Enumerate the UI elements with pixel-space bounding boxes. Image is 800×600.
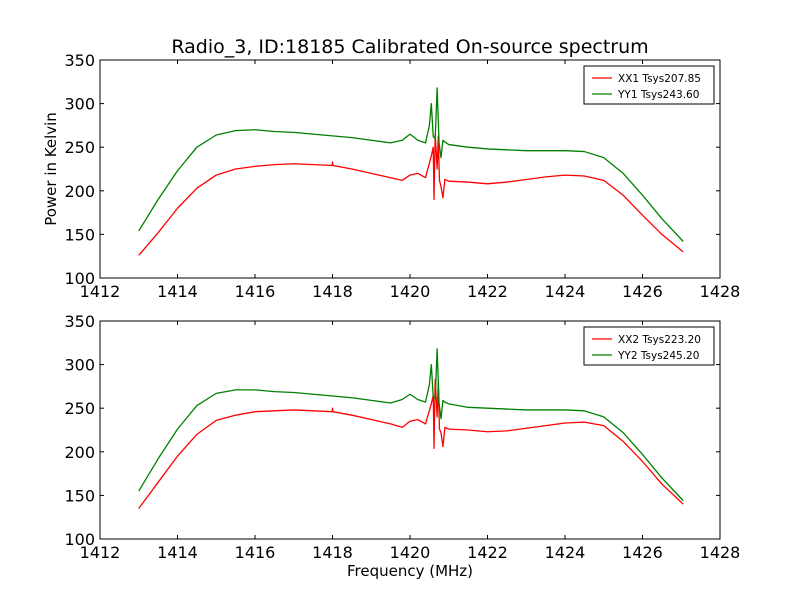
- x-tick-label: 1416: [235, 543, 276, 562]
- subplot-1: 1412 1414 1416 1418 1420 1422 1424 1426 1428 100 1…: [64, 51, 740, 301]
- y-tick-label: 150: [64, 225, 95, 244]
- y-tick-label: 100: [64, 530, 95, 549]
- x-tick-label: 1424: [545, 282, 586, 301]
- y-axis-label: Power in Kelvin: [42, 112, 60, 226]
- legend: XX2 Tsys223.20 YY2 Tsys245.20: [583, 326, 715, 366]
- x-tick-label: 1426: [622, 543, 663, 562]
- y-tick-label: 150: [64, 486, 95, 505]
- y-tick-label: 300: [64, 95, 95, 114]
- x-tick-label: 1418: [312, 543, 353, 562]
- x-tick-label: 1428: [700, 543, 741, 562]
- legend-label: YY2 Tsys245.20: [617, 350, 699, 362]
- x-tick-label: 1420: [390, 543, 431, 562]
- y-tick-label: 100: [64, 269, 95, 288]
- subplots: 1412 1414 1416 1418 1420 1422 1424 1426 14281001…: [64, 51, 740, 562]
- y-tick-label: 200: [64, 443, 95, 462]
- legend-label: YY1 Tsys243.60: [617, 89, 699, 101]
- y-tick-label: 250: [64, 138, 95, 157]
- legend-label: XX1 Tsys207.85: [618, 73, 701, 85]
- y-tick-label: 250: [64, 399, 95, 418]
- legend: XX1 Tsys207.85 YY1 Tsys243.60: [583, 65, 715, 105]
- y-tick-label: 350: [64, 312, 95, 331]
- series-line-1-2: [138, 87, 684, 242]
- x-tick-label: 1414: [157, 282, 198, 301]
- x-tick-label: 1422: [467, 543, 508, 562]
- x-tick-label: 1418: [312, 282, 353, 301]
- x-tick-label: 1420: [390, 282, 431, 301]
- x-tick-label: 1416: [235, 282, 276, 301]
- legend-label: XX2 Tsys223.20: [618, 334, 701, 346]
- x-tick-label: 1422: [467, 282, 508, 301]
- series-line-2-2: [138, 348, 684, 502]
- y-tick-label: 350: [64, 51, 95, 70]
- x-tick-label: 1428: [700, 282, 741, 301]
- figure-title: Radio_3, ID:18185 Calibrated On-source s…: [171, 36, 648, 58]
- x-tick-label: 1424: [545, 543, 586, 562]
- series-line-1-1: [138, 133, 684, 256]
- y-tick-label: 200: [64, 182, 95, 201]
- x-axis-label: Frequency (MHz): [347, 562, 473, 580]
- legend-box: [583, 65, 715, 105]
- x-tick-label: 1426: [622, 282, 663, 301]
- x-tick-label: 1412: [80, 543, 121, 562]
- x-tick-label: 1412: [80, 282, 121, 301]
- legend-box: [583, 326, 715, 366]
- y-tick-label: 300: [64, 356, 95, 375]
- x-tick-label: 1414: [157, 543, 198, 562]
- subplot-2: 1412 1414 1416 1418 1420 1422 1424 1426 1428 100 1…: [64, 312, 740, 562]
